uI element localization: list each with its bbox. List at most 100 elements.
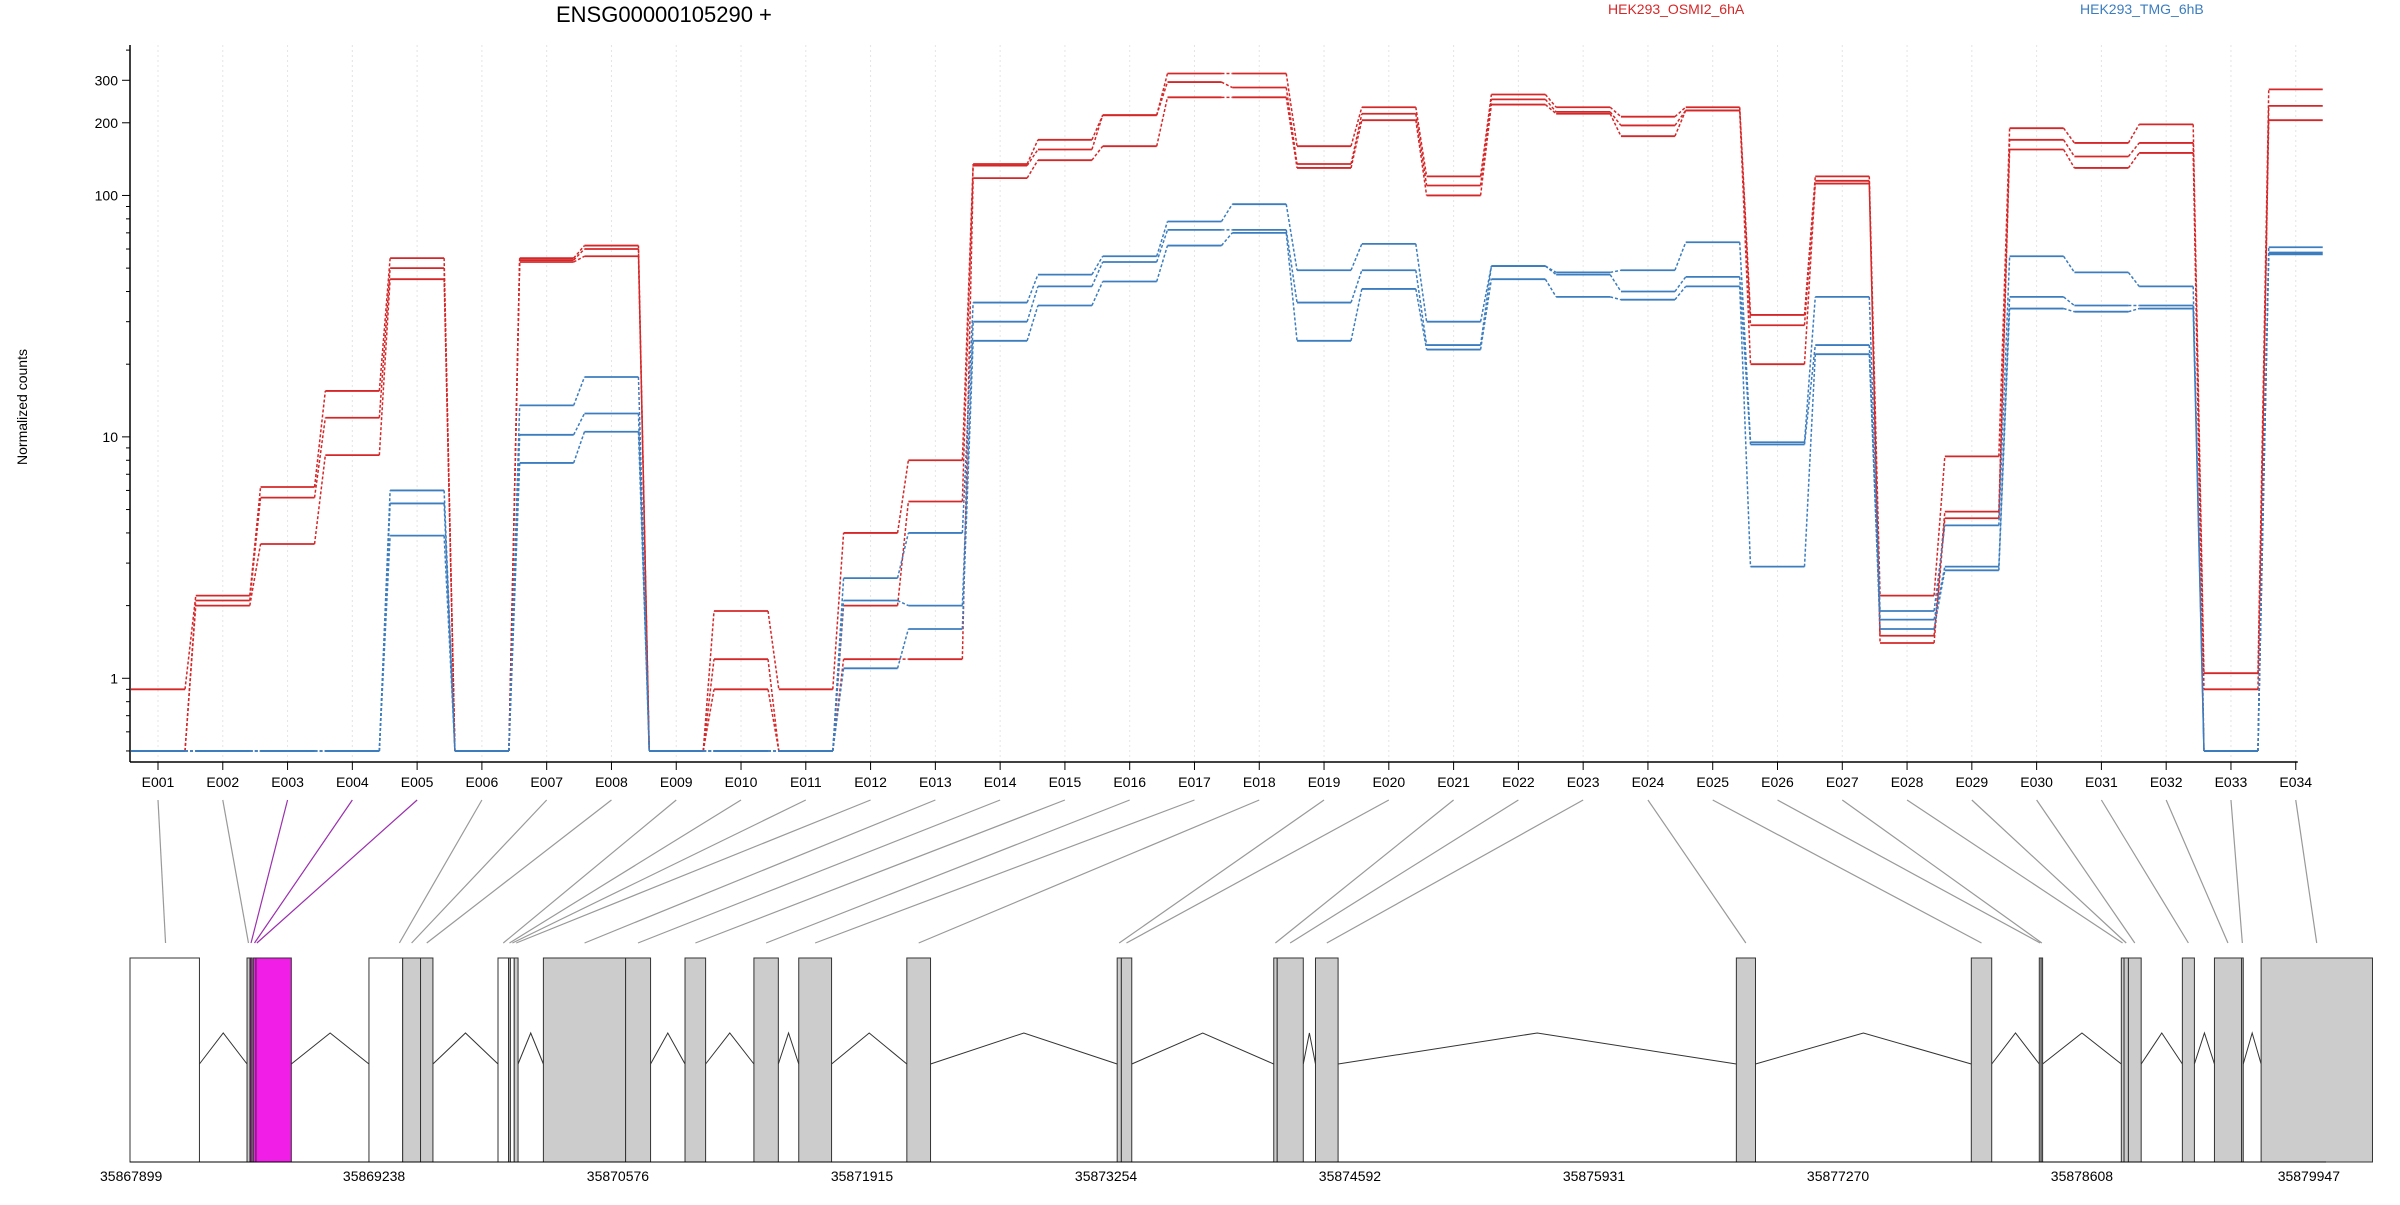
series-connector bbox=[1285, 87, 1298, 165]
series-connector bbox=[1544, 98, 1557, 113]
series-connector bbox=[702, 659, 715, 752]
x-tick-label-e017: E017 bbox=[1178, 774, 1211, 790]
series-connector bbox=[443, 535, 456, 751]
series-connector bbox=[767, 610, 780, 690]
intron-line bbox=[290, 1032, 370, 1065]
y-axis-label: Normalized counts bbox=[14, 349, 30, 465]
series-connector bbox=[1155, 97, 1169, 147]
series-connector bbox=[1674, 110, 1687, 126]
exon-link-e012 bbox=[516, 799, 871, 944]
exon-block bbox=[129, 957, 200, 1163]
x-tick-label-e018: E018 bbox=[1243, 774, 1276, 790]
exon-block bbox=[2040, 957, 2044, 1163]
exon-link-e008 bbox=[426, 799, 612, 944]
x-tick-label-e030: E030 bbox=[2020, 774, 2053, 790]
series-connector bbox=[1091, 261, 1104, 287]
series-connector bbox=[1221, 81, 1233, 89]
series-connector bbox=[184, 595, 197, 690]
series-connector bbox=[1544, 103, 1557, 115]
series-connector bbox=[1610, 269, 1622, 274]
series-connector bbox=[1803, 345, 1817, 445]
series-connector bbox=[1155, 245, 1169, 282]
series-1-hek293_osmi2_6ha bbox=[131, 72, 2323, 752]
series-connector bbox=[637, 248, 650, 751]
series-connector bbox=[1738, 276, 1752, 445]
series-connector bbox=[1803, 180, 1817, 326]
exon-link-e022 bbox=[1289, 799, 1519, 944]
exon-link-e033 bbox=[2230, 799, 2243, 944]
series-connector bbox=[1415, 107, 1428, 177]
exon-link-e013 bbox=[584, 799, 936, 944]
intron-line bbox=[1755, 1032, 1972, 1065]
series-connector bbox=[832, 578, 845, 752]
series-connector bbox=[1479, 279, 1493, 350]
exon-block bbox=[246, 957, 251, 1163]
y-tick-label: 300 bbox=[95, 72, 119, 88]
series-connector bbox=[313, 417, 327, 498]
intron-line bbox=[1131, 1032, 1274, 1065]
series-connector bbox=[1998, 149, 2011, 519]
exon-link-e014 bbox=[637, 799, 1001, 944]
exon-block bbox=[625, 957, 652, 1163]
series-connector bbox=[2192, 305, 2205, 751]
series-connector bbox=[767, 689, 780, 752]
exon-link-e009 bbox=[502, 799, 677, 944]
exon-link-e021 bbox=[1275, 799, 1454, 944]
intron-line bbox=[1991, 1032, 2040, 1065]
series-connector bbox=[767, 659, 780, 752]
series-2-hek293_osmi2_6ha bbox=[131, 81, 2323, 752]
exon-block bbox=[1970, 957, 1993, 1163]
series-connector bbox=[1220, 232, 1233, 247]
series-connector bbox=[249, 486, 262, 596]
series-connector bbox=[1544, 93, 1557, 108]
exon-link-e025 bbox=[1712, 799, 1982, 944]
exon-block bbox=[420, 957, 434, 1163]
series-connector bbox=[2063, 307, 2075, 313]
exon-link-e004 bbox=[253, 799, 353, 944]
series-connector bbox=[573, 245, 586, 259]
series-connector bbox=[1479, 94, 1493, 177]
exon-block bbox=[2123, 957, 2129, 1163]
series-connector bbox=[1350, 270, 1363, 303]
x-tick-label-e025: E025 bbox=[1696, 774, 1729, 790]
series-connector bbox=[832, 668, 845, 752]
series-connector bbox=[1609, 296, 1622, 301]
series-connector bbox=[961, 340, 974, 630]
series-connector bbox=[1350, 288, 1363, 341]
x-tick-label-e032: E032 bbox=[2150, 774, 2183, 790]
exon-link-e019 bbox=[1118, 799, 1325, 944]
series-connector bbox=[1220, 203, 1233, 222]
exon-block bbox=[509, 957, 515, 1163]
series-connector bbox=[1026, 286, 1039, 322]
intron-line bbox=[2042, 1032, 2122, 1065]
series-connector bbox=[1415, 243, 1428, 322]
x-tick-label-e024: E024 bbox=[1632, 774, 1665, 790]
series-connector bbox=[1415, 120, 1428, 196]
x-tick-label-e034: E034 bbox=[2279, 774, 2312, 790]
legend-entry-osmi2: HEK293_OSMI2_6hA bbox=[1608, 1, 1745, 17]
series-connector bbox=[961, 302, 974, 533]
series-connector bbox=[2062, 255, 2076, 273]
series-connector bbox=[2127, 123, 2140, 144]
exon-block bbox=[2260, 957, 2373, 1163]
x-tick-label-e001: E001 bbox=[142, 774, 175, 790]
intron-line bbox=[2242, 1031, 2262, 1065]
exon-block bbox=[906, 957, 932, 1163]
series-connector bbox=[249, 497, 262, 601]
x-tick-label-e023: E023 bbox=[1567, 774, 1600, 790]
legend-entry-tmg: HEK293_TMG_6hB bbox=[2080, 1, 2204, 17]
exon-link-e020 bbox=[1126, 799, 1390, 944]
exon-link-e032 bbox=[2165, 799, 2229, 944]
x-tick-label-e020: E020 bbox=[1372, 774, 1405, 790]
series-connector bbox=[1285, 229, 1298, 303]
exon-link-e026 bbox=[1777, 799, 2041, 944]
exon-link-e016 bbox=[765, 799, 1130, 944]
coordinate-label: 35879947 bbox=[2278, 1168, 2341, 1184]
exon-block bbox=[2181, 957, 2195, 1163]
coordinate-label: 35877270 bbox=[1807, 1168, 1870, 1184]
series-connector bbox=[2127, 271, 2140, 287]
x-tick-label-e009: E009 bbox=[660, 774, 693, 790]
x-tick-label-e016: E016 bbox=[1113, 774, 1146, 790]
exon-link-e023 bbox=[1326, 799, 1584, 944]
